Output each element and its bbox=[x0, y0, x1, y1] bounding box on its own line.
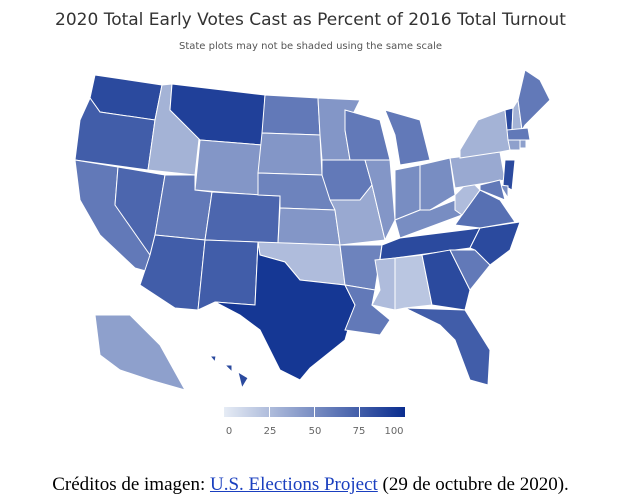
state-ga[interactable] bbox=[421, 249, 471, 311]
map-title: 2020 Total Early Votes Cast as Percent o… bbox=[55, 10, 566, 30]
state-ak[interactable] bbox=[94, 314, 187, 391]
state-me[interactable] bbox=[517, 69, 551, 132]
state-sd[interactable] bbox=[257, 132, 323, 176]
state-oh[interactable] bbox=[419, 157, 456, 211]
state-al[interactable] bbox=[394, 254, 433, 311]
colorbar-tick: 0 bbox=[225, 426, 233, 437]
colorbar-tick: 50 bbox=[308, 426, 322, 437]
colorbar-tick: 25 bbox=[263, 426, 277, 437]
state-fl[interactable] bbox=[404, 307, 491, 386]
state-hi-island[interactable] bbox=[208, 355, 217, 364]
source-link[interactable]: U.S. Elections Project bbox=[209, 474, 378, 495]
state-nm[interactable] bbox=[197, 239, 259, 311]
state-hi[interactable] bbox=[223, 364, 233, 374]
state-nj[interactable] bbox=[502, 159, 516, 191]
us-choropleth-map bbox=[74, 69, 551, 391]
state-il[interactable] bbox=[364, 159, 396, 242]
colorbar bbox=[224, 407, 405, 417]
state-wi[interactable] bbox=[344, 109, 391, 161]
state-ct[interactable] bbox=[507, 139, 521, 151]
state-ny[interactable] bbox=[459, 109, 511, 159]
state-co[interactable] bbox=[204, 191, 281, 244]
image-credit: Créditos de imagen: U.S. Elections Proje… bbox=[0, 474, 621, 496]
state-tx[interactable] bbox=[214, 241, 356, 381]
colorbar-divider bbox=[359, 407, 360, 417]
state-hi-island[interactable] bbox=[237, 370, 249, 390]
caption-prefix: Créditos de imagen: bbox=[52, 474, 210, 495]
colorbar-divider bbox=[314, 407, 315, 417]
colorbar-divider bbox=[269, 407, 270, 417]
state-nd[interactable] bbox=[261, 94, 321, 136]
map-subtitle: State plots may not be shaded using the … bbox=[178, 41, 443, 52]
caption-suffix: (29 de octubre de 2020). bbox=[377, 474, 569, 495]
state-ms[interactable] bbox=[371, 257, 396, 311]
state-ri[interactable] bbox=[519, 139, 527, 149]
state-ma[interactable] bbox=[506, 127, 531, 141]
state-la[interactable] bbox=[344, 284, 391, 336]
state-wy[interactable] bbox=[194, 139, 263, 196]
colorbar-tick: 100 bbox=[384, 426, 404, 437]
state-ks[interactable] bbox=[277, 207, 341, 246]
state-ar[interactable] bbox=[339, 244, 383, 291]
state-md[interactable] bbox=[479, 179, 506, 201]
colorbar-tick: 75 bbox=[352, 426, 366, 437]
state-mi[interactable] bbox=[384, 109, 431, 166]
